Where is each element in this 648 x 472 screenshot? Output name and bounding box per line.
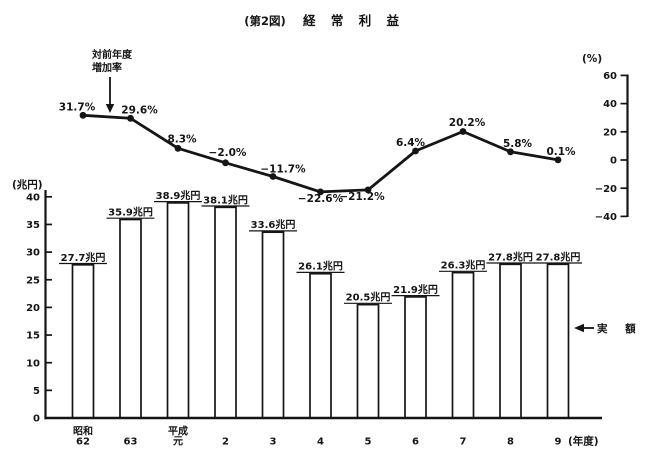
bar — [71, 263, 95, 419]
bar-value-label: 26.1兆円 — [298, 260, 343, 273]
chart-title: 経 常 利 益 — [303, 13, 405, 28]
bar — [261, 231, 285, 419]
x-axis-category-label: 62 — [76, 437, 90, 448]
left-axis-tick-label: 25 — [26, 275, 40, 286]
left-axis-tick-label: 30 — [26, 248, 40, 259]
left-axis-tick-label: 20 — [26, 303, 40, 314]
line-series-annotation-text-2: 増加率 — [92, 61, 122, 74]
line-point-value-label: 20.2% — [449, 117, 486, 129]
x-axis-category-label: 2 — [222, 437, 229, 448]
line-point-marker — [317, 188, 324, 196]
line-point-value-label: 31.7% — [59, 101, 96, 113]
bar — [309, 272, 332, 419]
line-point-marker — [79, 111, 87, 119]
right-axis-tick-label: −20 — [595, 184, 617, 195]
x-axis-category-label: 63 — [124, 437, 138, 448]
bar — [119, 218, 142, 419]
line-point-marker — [364, 186, 372, 194]
line-series-annotation-text-1: 対前年度 — [91, 48, 133, 61]
left-axis-unit-label: (兆円) — [12, 178, 43, 191]
line-point-value-label: 5.8% — [503, 138, 533, 150]
line-point-value-label: 0.1% — [546, 146, 576, 158]
bar-value-label: 38.1兆円 — [203, 193, 248, 206]
line-point-value-label: 29.6% — [121, 104, 158, 116]
x-axis-category-label: 6 — [412, 437, 419, 448]
line-point-marker — [222, 159, 229, 167]
line-point-value-label: 8.3% — [167, 133, 197, 145]
x-axis-category-label: 昭和 — [73, 425, 93, 438]
line-layer: 31.7% 29.6% 8.3% −2.0% −11.7% −22.6%−21.2% 6.4… — [59, 101, 576, 205]
line-point-value-label: −11.7% — [260, 164, 306, 176]
line-point-marker — [269, 173, 277, 180]
right-axis-tick-label: 60 — [603, 71, 617, 82]
bar — [546, 263, 570, 419]
bar-value-label: 38.9兆円 — [156, 189, 201, 202]
right-axis-tick-label: −40 — [595, 212, 617, 223]
line-point-marker — [412, 147, 419, 155]
down-arrowhead-icon — [105, 104, 115, 113]
bar-value-label: 21.9兆円 — [393, 283, 438, 296]
bar-series-annotation: 実 額 — [574, 322, 643, 335]
line-point-value-label: −22.6% — [298, 193, 344, 205]
bar — [356, 303, 380, 419]
bar — [404, 296, 427, 419]
bar-value-label: 26.3兆円 — [441, 259, 486, 272]
left-axis-tick-label: 0 — [33, 414, 40, 425]
line-point-marker — [459, 128, 467, 135]
line-point-marker — [174, 144, 182, 152]
x-axis-category-label: 4 — [317, 437, 324, 448]
chart-title-prefix: (第2図) — [244, 14, 286, 28]
x-axis-category-label: 5 — [365, 437, 372, 448]
left-axis-tick-label: 35 — [26, 220, 40, 231]
line-series-annotation: 対前年度 増加率 — [91, 48, 133, 113]
x-axis-unit-label: (年度) — [568, 435, 599, 448]
x-axis-category-label: 8 — [507, 437, 514, 448]
right-axis-tick-label: 20 — [603, 127, 617, 138]
bar-value-label: 20.5兆円 — [346, 291, 391, 304]
bar-value-label: 35.9兆円 — [108, 206, 153, 219]
axes-layer: 0 5 10 15 20 25 30 35 40 60 40 20 0 −20 −40 — [26, 71, 629, 425]
x-axis-category-label: 9 — [555, 437, 562, 448]
x-axis-category-label: 元 — [173, 436, 183, 448]
bar-value-label: 33.6兆円 — [251, 218, 296, 231]
bar — [214, 206, 237, 419]
left-axis-tick-label: 15 — [26, 331, 40, 342]
left-axis-tick-label: 40 — [26, 192, 40, 203]
right-axis-tick-label: 40 — [603, 99, 617, 110]
right-axis-tick-label: 0 — [610, 156, 617, 167]
bar — [166, 202, 190, 419]
line-point-value-label: −21.2% — [339, 191, 385, 203]
bar — [451, 271, 475, 419]
bar-value-label: 27.7兆円 — [61, 251, 106, 264]
bar-value-label: 27.8兆円 — [488, 250, 533, 263]
bar-value-label: 27.8兆円 — [536, 250, 581, 263]
line-point-value-label: 6.4% — [396, 137, 426, 149]
right-axis-unit-label: (%) — [582, 53, 602, 65]
line-point-value-label: −2.0% — [209, 147, 247, 159]
bar — [499, 263, 522, 419]
left-arrowhead-icon — [574, 323, 584, 333]
line-point-marker — [554, 156, 562, 164]
growth-rate-line — [81, 113, 560, 194]
x-axis-category-label: 3 — [270, 437, 277, 448]
line-point-marker — [127, 114, 134, 122]
left-axis-tick-label: 5 — [33, 386, 40, 397]
x-axis-category-label: 平成 — [168, 425, 188, 438]
bar-series-annotation-text: 実 額 — [597, 322, 643, 335]
x-axis-category-label: 7 — [460, 437, 467, 448]
line-point-marker — [507, 148, 514, 156]
left-axis-tick-label: 10 — [26, 358, 40, 369]
